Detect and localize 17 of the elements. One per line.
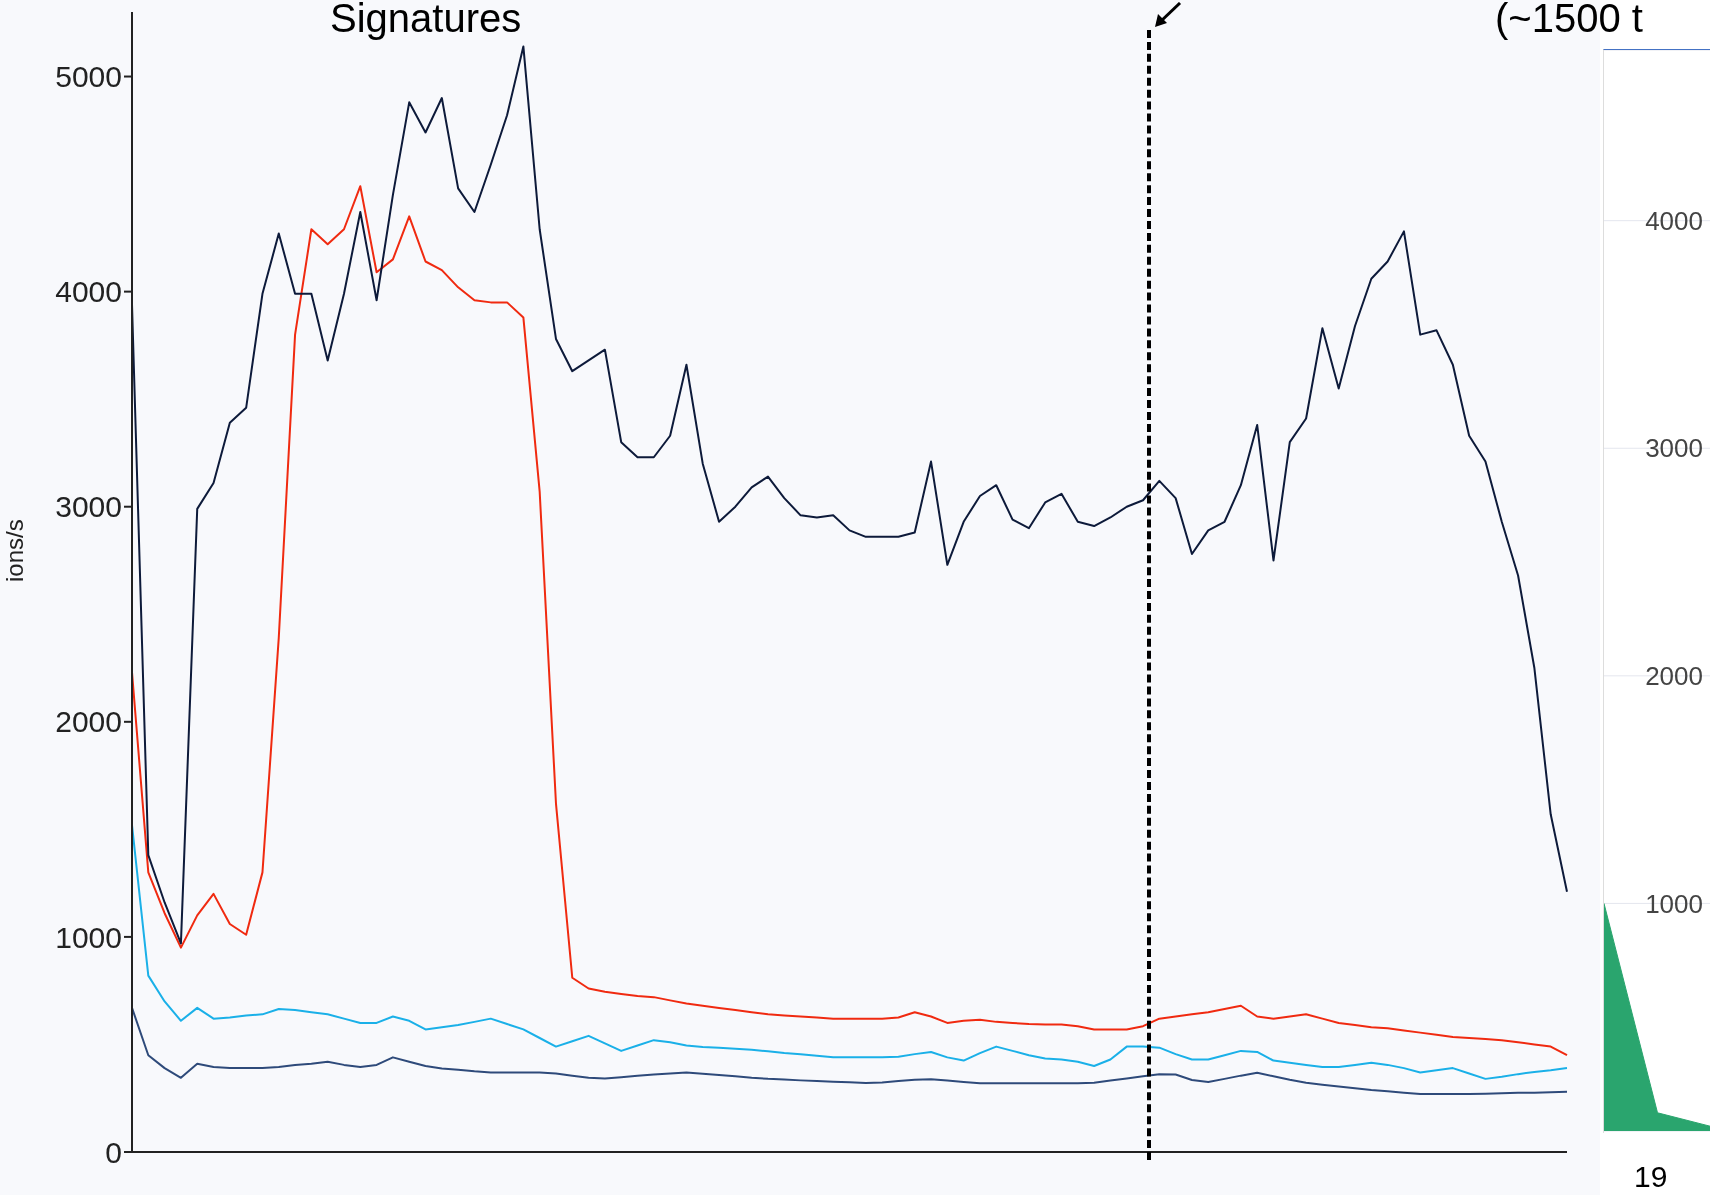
- text: 19: [1634, 1160, 1668, 1193]
- line-series: [131, 1006, 1568, 1095]
- line-series: [131, 185, 1568, 1057]
- annotation: (~1500 t: [1495, 0, 1643, 40]
- y-tick-label: 0: [105, 1135, 122, 1169]
- y-tick-label: 2000: [1645, 661, 1703, 692]
- y-tick-label: 3000: [55, 490, 122, 524]
- y-tick-label: 4000: [1645, 205, 1703, 236]
- y-tick-label: 3000: [1645, 433, 1703, 464]
- y-tick-label: 1000: [1645, 888, 1703, 919]
- annotation: Signatures: [330, 0, 522, 40]
- y-tick-label: 5000: [55, 60, 122, 94]
- line-series: [131, 45, 1568, 945]
- y-tick-label: 2000: [55, 705, 122, 739]
- y-tick-label: 1000: [55, 920, 122, 954]
- y-axis-title: ions/s: [0, 519, 28, 582]
- y-tick-label: 4000: [55, 275, 122, 309]
